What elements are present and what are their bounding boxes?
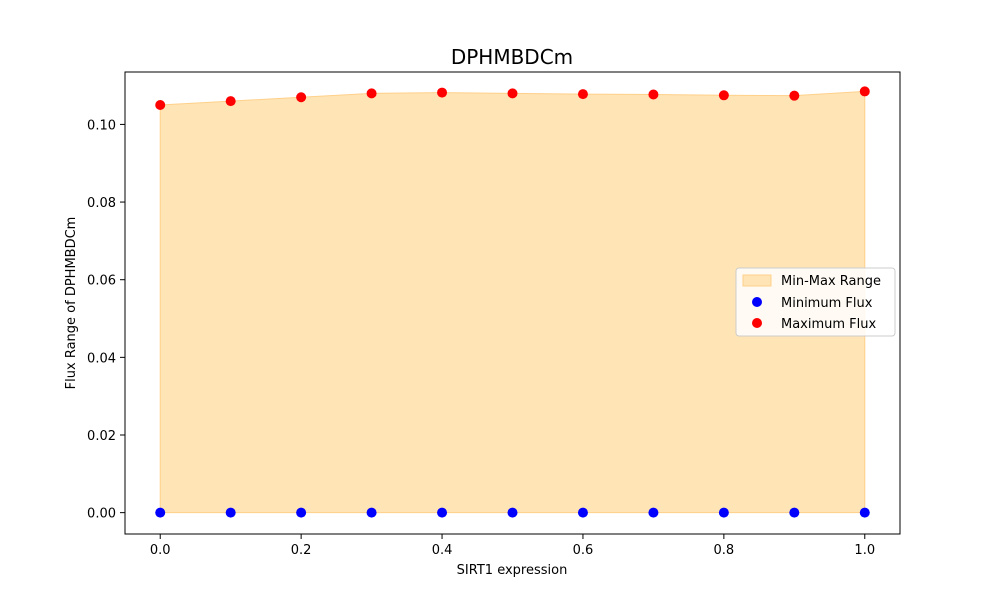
min-flux-point (155, 507, 166, 518)
x-tick-label: 0.0 (150, 543, 171, 558)
legend-marker-min (752, 297, 762, 307)
y-ticks: 0.00 0.02 0.04 0.06 0.08 0.10 (87, 118, 125, 522)
y-tick-label: 0.00 (87, 507, 116, 522)
min-flux-point (437, 507, 448, 518)
y-tick-label: 0.06 (87, 274, 116, 289)
max-flux-point (718, 90, 729, 101)
min-flux-point (718, 507, 729, 518)
x-tick-label: 1.0 (854, 543, 875, 558)
min-flux-point (789, 507, 800, 518)
plot-frame (124, 71, 901, 535)
max-flux-point (789, 90, 800, 101)
min-flux-point (648, 507, 659, 518)
legend-label-max: Maximum Flux (781, 317, 877, 332)
max-flux-point (437, 87, 448, 98)
legend-box (735, 267, 896, 337)
y-axis-label: Flux Range of DPHMBDCm (64, 217, 79, 390)
x-tick-label: 0.6 (573, 543, 594, 558)
min-flux-point (296, 507, 307, 518)
y-tick-label: 0.02 (87, 429, 116, 444)
x-tick-label: 0.8 (714, 543, 735, 558)
min-flux-point (225, 507, 236, 518)
max-flux-point (859, 86, 870, 97)
legend-label-min: Minimum Flux (781, 296, 873, 311)
legend-marker-max (752, 318, 762, 328)
max-flux-point (366, 88, 377, 99)
x-ticks: 0.0 0.2 0.4 0.6 0.8 1.0 (150, 534, 875, 558)
y-tick-label: 0.10 (87, 118, 116, 133)
x-tick-label: 0.2 (291, 543, 312, 558)
max-flux-point (507, 88, 518, 99)
legend-label-range: Min-Max Range (781, 274, 881, 289)
max-flux-point (577, 89, 588, 100)
y-tick-label: 0.04 (87, 351, 116, 366)
x-tick-label: 0.4 (432, 543, 453, 558)
points-layer (155, 86, 870, 518)
y-tick-label: 0.08 (87, 196, 116, 211)
min-flux-point (366, 507, 377, 518)
max-flux-point (155, 100, 166, 110)
x-axis-label: SIRT1 expression (457, 563, 568, 578)
max-flux-point (225, 96, 236, 107)
min-flux-point (859, 507, 870, 518)
min-flux-point (507, 507, 518, 518)
max-flux-point (648, 89, 659, 100)
legend-swatch-range (742, 274, 772, 287)
legend: Min-Max Range Minimum Flux Maximum Flux (735, 267, 896, 337)
min-flux-point (577, 507, 588, 518)
chart-title: DPHMBDCm (451, 45, 573, 69)
max-flux-point (296, 92, 307, 103)
